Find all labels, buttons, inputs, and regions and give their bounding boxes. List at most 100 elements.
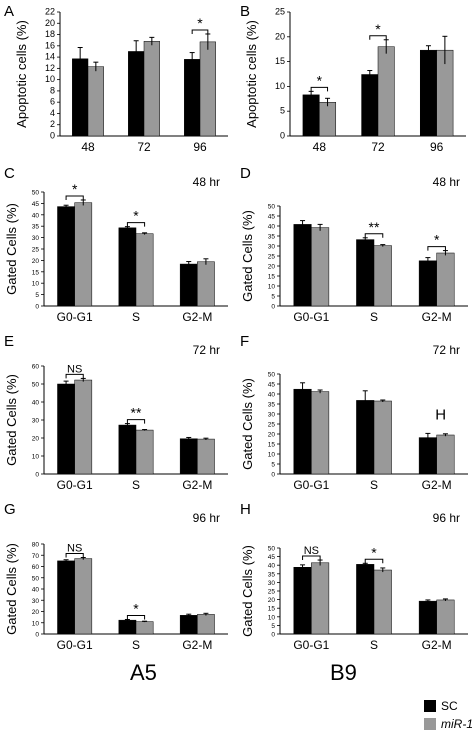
x-tick-label: G2-M (422, 310, 452, 324)
chart-panel-A: A Apoptotic cells (%) 0 2 4 6 8 10 12 14 16 18 20 22 4… (0, 0, 236, 162)
bar-sc (361, 74, 379, 137)
significance-label: * (72, 181, 78, 197)
significance-label: * (317, 72, 323, 88)
bar-sc (179, 263, 198, 307)
legend-swatch-sc (424, 700, 436, 712)
x-tick-label: S (132, 638, 140, 652)
y-tick-label: 20 (32, 258, 40, 265)
y-tick-label: 5 (280, 106, 285, 116)
x-tick-label: G0-G1 (57, 638, 93, 652)
y-tick-label: 25 (275, 7, 285, 17)
y-tick-label: 30 (268, 580, 276, 587)
x-tick-label: S (132, 310, 140, 324)
y-tick-label: 25 (32, 247, 40, 254)
significance-label: * (371, 544, 377, 560)
y-tick-label: 30 (268, 412, 276, 419)
significance-label: * (133, 208, 139, 224)
time-label: 72 hr (193, 343, 220, 357)
y-axis-label: Gated Cells (%) (240, 210, 255, 302)
y-tick-label: 0 (271, 472, 275, 479)
y-tick-label: 5 (271, 462, 275, 469)
bar-mir1 (311, 227, 330, 307)
y-tick-label: 16 (45, 40, 55, 50)
y-tick-label: 20 (268, 432, 276, 439)
significance-label: ** (131, 405, 142, 421)
y-tick-label: 45 (268, 382, 276, 389)
legend-swatch-mir1 (424, 718, 436, 730)
panel-letter: H (240, 501, 251, 518)
significance-label: ** (369, 219, 380, 235)
y-tick-label: 10 (268, 284, 276, 291)
y-tick-label: 8 (50, 85, 55, 95)
y-tick-label: 25 (268, 589, 276, 596)
significance-label: * (375, 21, 381, 37)
x-tick-label: G0-G1 (293, 310, 329, 324)
y-tick-label: 20 (268, 597, 276, 604)
time-label: 96 hr (193, 511, 220, 525)
significance-label: NS (304, 545, 319, 557)
time-label: 48 hr (433, 175, 460, 189)
y-tick-label: 10 (275, 81, 285, 91)
bar-mir1 (199, 41, 216, 137)
y-tick-label: 35 (268, 402, 276, 409)
y-tick-label: 40 (32, 212, 40, 219)
significance-bracket (427, 246, 446, 251)
y-axis-label: Gated Cells (%) (240, 378, 255, 470)
chart-svg: D Gated Cells (%) 48 hr 0 5 10 15 20 25 30 35 40 45 5… (240, 165, 468, 324)
y-tick-label: 20 (45, 18, 55, 28)
bar-mir1 (143, 41, 160, 137)
y-tick-label: 25 (268, 254, 276, 261)
chart-panel-C: C Gated Cells (%) 48 hr 0 5 10 15 20 25 30 35 40 45 5… (0, 162, 236, 330)
y-tick-label: 50 (32, 382, 40, 389)
y-tick-label: 20 (275, 31, 285, 41)
significance-bracket (302, 555, 321, 561)
y-tick-label: 40 (268, 224, 276, 231)
y-tick-label: 14 (45, 52, 55, 62)
y-tick-label: 70 (32, 553, 40, 560)
bar-sc (293, 388, 312, 475)
y-tick-label: 10 (268, 452, 276, 459)
chart-svg: C Gated Cells (%) 48 hr 0 5 10 15 20 25 30 35 40 45 5… (4, 165, 228, 324)
y-tick-label: 15 (268, 606, 276, 613)
bar-sc (356, 239, 375, 307)
bar-sc (356, 564, 375, 635)
y-axis-label: Gated Cells (%) (4, 374, 19, 466)
bar-sc (179, 615, 198, 635)
y-tick-label: 50 (268, 546, 276, 553)
y-axis-label: Gated Cells (%) (4, 203, 19, 295)
bar-mir1 (87, 66, 104, 137)
y-axis-label: Gated Cells (%) (240, 545, 255, 637)
bar-mir1 (74, 202, 93, 307)
significance-bracket (65, 195, 84, 200)
y-tick-label: 18 (45, 29, 55, 39)
bar-sc (179, 438, 198, 475)
y-tick-label: 0 (35, 472, 39, 479)
chart-svg: F Gated Cells (%) 72 hr 0 5 10 15 20 25 30 35 40 45 5… (240, 333, 468, 492)
bar-sc (293, 567, 312, 635)
bar-sc (72, 58, 89, 137)
bar-sc (184, 59, 201, 137)
y-tick-label: 45 (268, 214, 276, 221)
y-tick-label: 30 (32, 418, 40, 425)
significance-bracket (126, 419, 146, 424)
time-label: 72 hr (433, 343, 460, 357)
chart-panel-G: G Gated Cells (%) 96 hr 0 10 20 30 40 50 60 70 80 G0… (0, 498, 236, 658)
y-tick-label: 22 (45, 7, 55, 17)
significance-label: * (133, 600, 139, 616)
bar-sc (118, 227, 137, 307)
significance-bracket (191, 29, 209, 34)
significance-bracket (364, 558, 384, 564)
y-tick-label: 25 (268, 422, 276, 429)
x-tick-label: G2-M (182, 310, 212, 324)
panel-letter: D (240, 165, 251, 182)
y-tick-label: 35 (268, 571, 276, 578)
bar-sc (57, 383, 75, 475)
y-tick-label: 20 (268, 264, 276, 271)
bar-mir1 (436, 599, 455, 635)
significance-bracket (364, 233, 384, 238)
bar-sc (118, 424, 137, 475)
x-tick-label: G0-G1 (293, 638, 329, 652)
bar-mir1 (74, 379, 93, 475)
